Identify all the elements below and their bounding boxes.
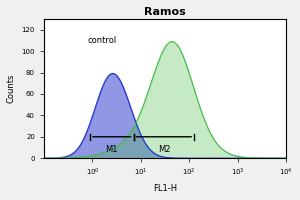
Y-axis label: Counts: Counts <box>7 74 16 103</box>
Text: M1: M1 <box>106 145 118 154</box>
Text: M2: M2 <box>158 145 170 154</box>
Text: control: control <box>88 36 117 45</box>
Title: Ramos: Ramos <box>144 7 186 17</box>
X-axis label: FL1-H: FL1-H <box>153 184 177 193</box>
